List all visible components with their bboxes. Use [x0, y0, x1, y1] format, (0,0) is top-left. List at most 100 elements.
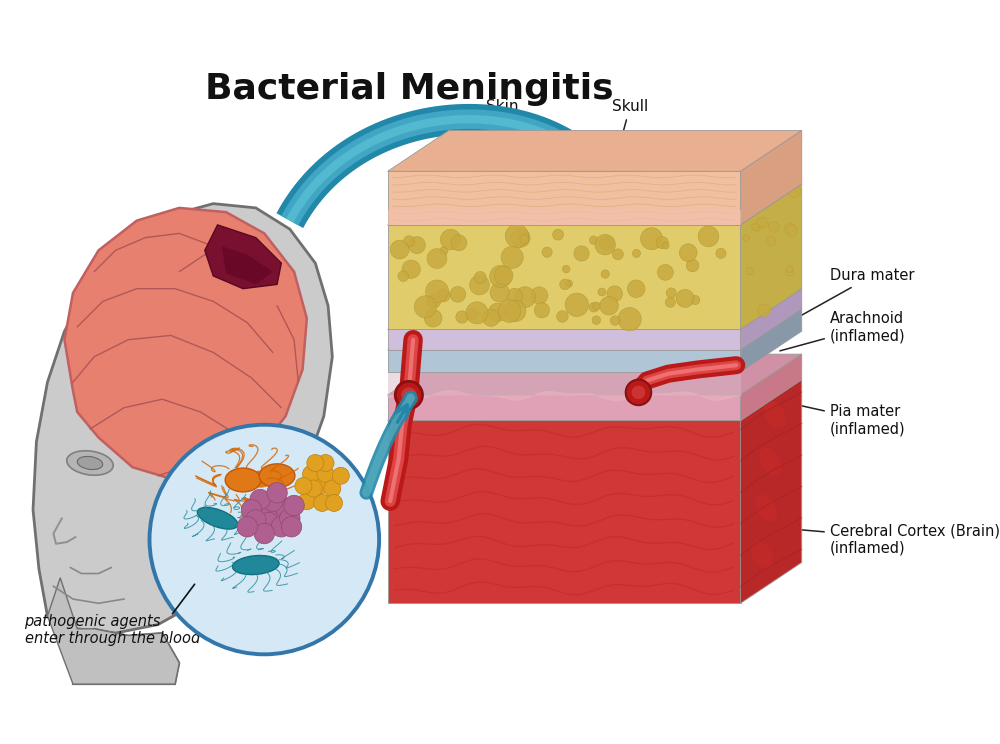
Circle shape	[474, 272, 486, 283]
Polygon shape	[741, 354, 802, 420]
Polygon shape	[388, 420, 741, 603]
Circle shape	[589, 236, 598, 244]
Circle shape	[534, 303, 550, 318]
Polygon shape	[388, 130, 802, 171]
Circle shape	[507, 289, 523, 304]
Circle shape	[402, 260, 420, 278]
Circle shape	[786, 268, 794, 276]
Circle shape	[424, 310, 442, 327]
Text: Pia mater
(inflamed): Pia mater (inflamed)	[768, 398, 905, 437]
Circle shape	[598, 288, 606, 296]
Circle shape	[267, 508, 287, 528]
Circle shape	[414, 296, 436, 318]
Text: Skin: Skin	[486, 100, 519, 167]
Circle shape	[466, 302, 488, 324]
Ellipse shape	[246, 471, 274, 487]
Circle shape	[303, 466, 320, 483]
Circle shape	[589, 303, 599, 312]
Polygon shape	[741, 184, 802, 330]
Circle shape	[565, 280, 573, 287]
Circle shape	[743, 235, 749, 241]
Circle shape	[768, 222, 779, 232]
Circle shape	[662, 242, 669, 249]
Circle shape	[656, 237, 668, 248]
Circle shape	[751, 223, 759, 231]
Ellipse shape	[759, 448, 781, 475]
Polygon shape	[388, 171, 741, 225]
Circle shape	[641, 228, 663, 250]
Circle shape	[531, 287, 548, 304]
Circle shape	[241, 499, 262, 520]
Circle shape	[520, 234, 529, 243]
Circle shape	[698, 226, 719, 247]
Circle shape	[317, 466, 334, 483]
Circle shape	[665, 298, 675, 307]
Circle shape	[753, 192, 762, 200]
Circle shape	[456, 311, 468, 323]
Ellipse shape	[751, 542, 773, 568]
Polygon shape	[388, 354, 802, 395]
Circle shape	[786, 266, 793, 272]
Circle shape	[785, 223, 795, 233]
Circle shape	[632, 385, 645, 400]
Polygon shape	[741, 309, 802, 372]
Circle shape	[284, 496, 304, 516]
Circle shape	[295, 478, 312, 495]
Circle shape	[788, 185, 801, 198]
Polygon shape	[73, 629, 179, 684]
Circle shape	[281, 516, 302, 537]
Circle shape	[757, 217, 767, 228]
Circle shape	[440, 247, 448, 254]
Circle shape	[311, 478, 328, 495]
Circle shape	[716, 248, 726, 258]
Circle shape	[767, 237, 776, 246]
Circle shape	[305, 480, 322, 497]
Circle shape	[599, 236, 614, 251]
Circle shape	[676, 289, 694, 307]
Circle shape	[557, 311, 568, 322]
Circle shape	[451, 235, 467, 251]
Ellipse shape	[225, 468, 261, 492]
Ellipse shape	[197, 507, 238, 529]
Polygon shape	[388, 309, 802, 350]
Circle shape	[470, 275, 489, 295]
Circle shape	[317, 455, 334, 472]
Circle shape	[542, 247, 552, 257]
Circle shape	[390, 240, 409, 259]
Circle shape	[610, 315, 620, 325]
Circle shape	[467, 308, 479, 320]
Circle shape	[498, 300, 521, 322]
Circle shape	[666, 288, 676, 298]
Circle shape	[482, 310, 500, 327]
Polygon shape	[222, 246, 273, 284]
Circle shape	[395, 382, 422, 408]
Circle shape	[237, 516, 258, 537]
Circle shape	[515, 286, 536, 308]
Circle shape	[607, 286, 623, 301]
Polygon shape	[205, 225, 281, 289]
Circle shape	[560, 279, 570, 289]
Circle shape	[679, 244, 697, 262]
Circle shape	[753, 225, 760, 231]
Circle shape	[761, 188, 774, 202]
Text: Skull: Skull	[612, 100, 648, 167]
Polygon shape	[388, 225, 741, 330]
Circle shape	[490, 283, 509, 302]
Circle shape	[505, 224, 528, 248]
Polygon shape	[47, 578, 179, 684]
Polygon shape	[388, 210, 741, 225]
Polygon shape	[741, 379, 802, 603]
Circle shape	[574, 246, 589, 261]
Polygon shape	[741, 289, 802, 350]
Text: Cerebral Cortex (Brain)
(inflamed): Cerebral Cortex (Brain) (inflamed)	[768, 523, 1000, 556]
Circle shape	[427, 294, 441, 308]
Circle shape	[427, 248, 447, 269]
Circle shape	[600, 296, 618, 315]
Circle shape	[437, 289, 450, 302]
Circle shape	[271, 516, 292, 537]
Circle shape	[246, 510, 266, 530]
Circle shape	[263, 491, 283, 511]
Circle shape	[562, 266, 570, 273]
Circle shape	[565, 293, 588, 316]
Text: Dura mater: Dura mater	[786, 269, 914, 324]
